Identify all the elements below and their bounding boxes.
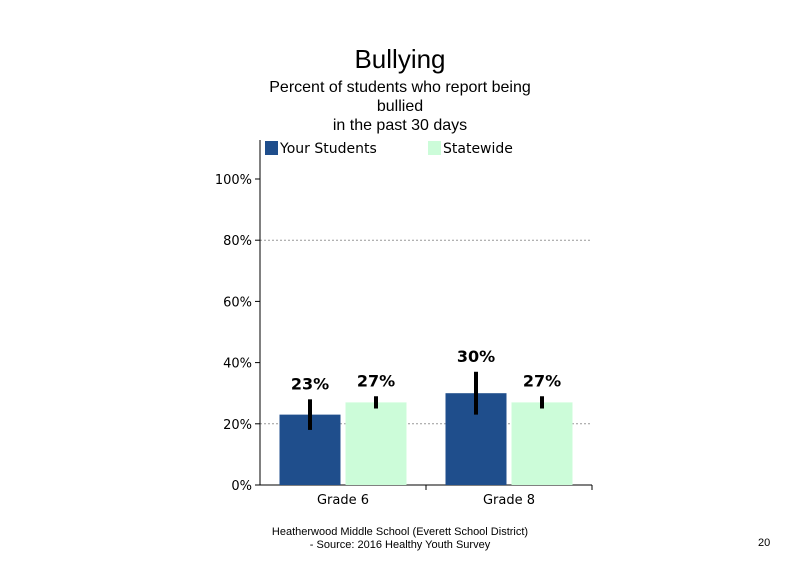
legend-swatch [265, 141, 278, 155]
y-tick-label: 20% [223, 418, 252, 433]
subtitle-line-1: Percent of students who report being [269, 79, 531, 96]
legend-label: Statewide [443, 141, 513, 157]
data-label: 23% [291, 374, 329, 393]
x-tick-label: Grade 6 [317, 493, 369, 508]
footer-source: - Source: 2016 Healthy Youth Survey [309, 539, 491, 551]
bar-chart: 0% 20% 40% 60% 80% 100% 23% 27% Grade 6 30% 27% Gra… [215, 140, 593, 508]
data-label: 27% [357, 371, 395, 390]
data-label: 30% [457, 347, 495, 366]
chart-title: Bullying [354, 44, 446, 74]
legend-label: Your Students [279, 141, 377, 157]
y-tick-label: 0% [231, 479, 252, 494]
subtitle-line-2: bullied [376, 98, 424, 115]
x-tick-label: Grade 8 [483, 493, 535, 508]
page-number: 20 [758, 537, 771, 549]
bar-statewide-1 [345, 402, 407, 485]
data-label: 27% [523, 371, 561, 390]
legend-swatch [428, 141, 441, 155]
subtitle-line-3: in the past 30 days [332, 117, 468, 134]
y-tick-label: 80% [223, 234, 252, 249]
footer-school: Heatherwood Middle School (Everett Schoo… [271, 526, 529, 538]
source-footer: Heatherwood Middle School (Everett Schoo… [250, 526, 550, 552]
bar-statewide-2 [511, 402, 573, 485]
y-tick-label: 100% [215, 173, 252, 188]
chart-subtitle: Percent of students who report being bul… [250, 78, 550, 135]
y-tick-label: 40% [223, 357, 252, 372]
y-tick-label: 60% [223, 295, 252, 310]
